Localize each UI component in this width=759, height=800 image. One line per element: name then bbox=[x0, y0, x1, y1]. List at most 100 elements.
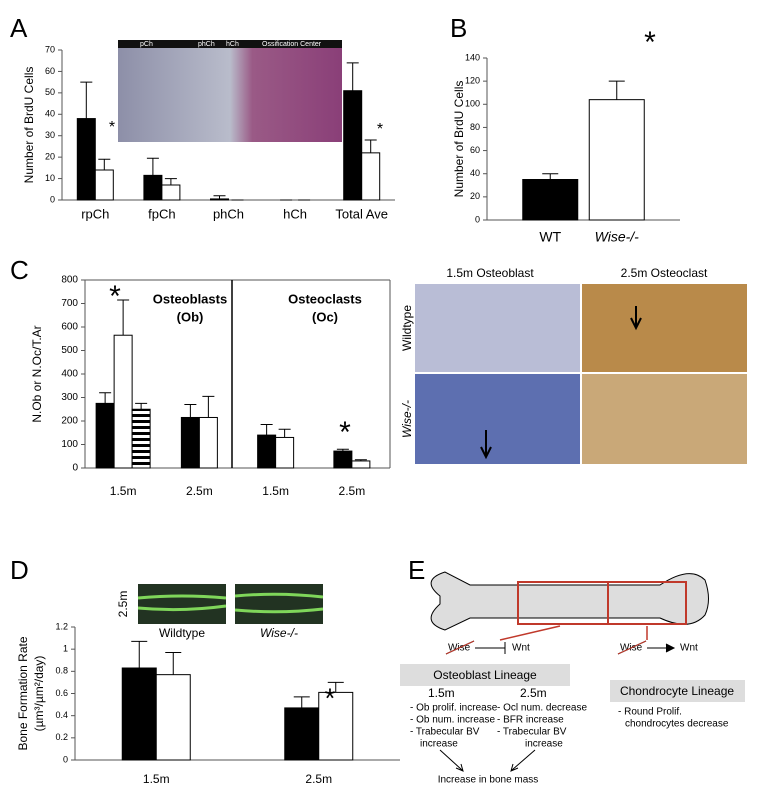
error-bar bbox=[98, 158, 111, 170]
arrow bbox=[439, 749, 536, 772]
x-tick-label: Wise-/- bbox=[595, 229, 640, 245]
y-axis-title: N.Ob or N.Oc/T.Ar bbox=[30, 325, 44, 422]
annotation: * bbox=[325, 682, 336, 713]
y-tick-label: 600 bbox=[61, 322, 78, 333]
y-tick-label: 0.2 bbox=[55, 732, 68, 742]
x-tick-label: 2.5m bbox=[186, 484, 213, 498]
error-bar bbox=[346, 62, 359, 91]
image-label: Wise-/- bbox=[260, 626, 298, 640]
x-tick-label: Total Ave bbox=[335, 206, 388, 221]
item: - Trabecular BV bbox=[410, 727, 480, 738]
y-tick-label: 0.8 bbox=[55, 666, 68, 676]
error-bar bbox=[164, 178, 177, 185]
annotation: * bbox=[644, 26, 656, 59]
error-bar bbox=[184, 404, 197, 418]
item: - BFR increase bbox=[497, 715, 564, 726]
annotation: Osteoclasts bbox=[288, 291, 362, 306]
panel-letter: A bbox=[10, 13, 28, 43]
x-tick-label: 2.5m bbox=[339, 484, 366, 498]
region-box bbox=[607, 581, 687, 625]
y-tick-label: 140 bbox=[465, 52, 480, 62]
error-bar bbox=[608, 80, 625, 100]
bar bbox=[210, 198, 229, 201]
bar bbox=[113, 334, 133, 469]
chart: 0 100 200 300 400 500 600 700 800 N.Ob or N.Oc/T.… bbox=[30, 275, 391, 498]
y-tick-label: 0.6 bbox=[55, 688, 68, 698]
image-label: 2.5m bbox=[116, 591, 130, 618]
image bbox=[118, 40, 342, 142]
error-bar bbox=[364, 139, 377, 153]
bar bbox=[284, 707, 320, 761]
chart: 0 20 40 60 80 100 120 140 Number of BrdU Cells WT… bbox=[452, 26, 680, 245]
bar bbox=[275, 436, 295, 469]
bar bbox=[588, 99, 645, 221]
box-title: Osteoblast Lineage bbox=[433, 668, 537, 682]
panel-letter: C bbox=[10, 255, 29, 285]
chart: 0 10 20 30 40 50 60 70 Number of BrdU Cells rpCh f… bbox=[22, 44, 395, 221]
panel-letter: D bbox=[10, 555, 29, 585]
item: increase bbox=[420, 739, 458, 750]
annotation: (Ob) bbox=[177, 309, 204, 324]
error-bar bbox=[260, 424, 273, 436]
error-bar bbox=[202, 395, 215, 418]
x-tick-label: phCh bbox=[213, 206, 244, 221]
y-tick-label: 20 bbox=[45, 152, 55, 162]
image-label: phCh bbox=[198, 41, 215, 48]
bar bbox=[522, 179, 579, 221]
arrow bbox=[480, 430, 492, 460]
annotation: * bbox=[339, 416, 351, 449]
y-tick-label: 10 bbox=[45, 173, 55, 183]
annotation: (Oc) bbox=[312, 309, 338, 324]
y-tick-label: 100 bbox=[61, 439, 78, 450]
x-tick-label: 1.5m bbox=[143, 772, 170, 786]
x-tick-label: 2.5m bbox=[305, 772, 332, 786]
outcome: Increase in bone mass bbox=[438, 775, 539, 786]
error-bar bbox=[278, 428, 291, 438]
fluorescence-images: 2.5m Wildtype Wise-/- bbox=[116, 584, 324, 640]
item: chondrocytes decrease bbox=[625, 719, 729, 730]
y-tick-label: 500 bbox=[61, 345, 78, 356]
y-tick-label: 60 bbox=[470, 145, 480, 155]
y-tick-label: 40 bbox=[45, 109, 55, 119]
bar bbox=[76, 118, 96, 201]
bar bbox=[131, 408, 151, 469]
x-tick-label: 1.5m bbox=[262, 484, 289, 498]
y-tick-label: 20 bbox=[470, 191, 480, 201]
image bbox=[415, 284, 580, 372]
y-tick-label: 40 bbox=[470, 168, 480, 178]
box bbox=[400, 664, 570, 686]
bar bbox=[95, 402, 115, 469]
image-header bbox=[118, 40, 342, 48]
x-tick-label: hCh bbox=[283, 206, 307, 221]
image bbox=[582, 374, 747, 464]
bar bbox=[343, 90, 363, 201]
y-tick-label: 700 bbox=[61, 298, 78, 309]
image-label: Wise-/- bbox=[400, 400, 414, 438]
error-bar bbox=[135, 402, 148, 410]
histology-grid: 1.5m Osteoblast 2.5m Osteoclast Wildtype… bbox=[400, 266, 747, 464]
image-label: Wildtype bbox=[159, 626, 205, 640]
histology-inset: pCh phCh hCh Ossification Center bbox=[118, 40, 342, 142]
label-band bbox=[137, 592, 324, 614]
y-axis-title: Bone Formation Rate bbox=[16, 636, 30, 750]
bar bbox=[198, 416, 218, 469]
error-bar bbox=[293, 696, 310, 708]
bone bbox=[430, 571, 709, 631]
y-tick-label: 80 bbox=[470, 122, 480, 132]
error-bar bbox=[99, 392, 112, 404]
annotation: * bbox=[377, 121, 383, 138]
x-tick-label: fpCh bbox=[148, 206, 175, 221]
y-tick-label: 800 bbox=[61, 275, 78, 286]
image-label: 2.5m Osteoclast bbox=[621, 266, 708, 280]
y-axis-title: Number of BrdU Cells bbox=[22, 67, 36, 184]
y-tick-label: 0 bbox=[72, 463, 78, 474]
y-tick-label: 0 bbox=[63, 754, 68, 764]
y-tick-label: 70 bbox=[45, 44, 55, 54]
box bbox=[610, 680, 745, 702]
image-label: Ossification Center bbox=[262, 41, 322, 48]
annotation: Osteoblasts bbox=[153, 291, 227, 306]
error-bar bbox=[117, 299, 130, 336]
y-tick-label: 30 bbox=[45, 130, 55, 140]
box-title: Chondrocyte Lineage bbox=[620, 684, 734, 698]
